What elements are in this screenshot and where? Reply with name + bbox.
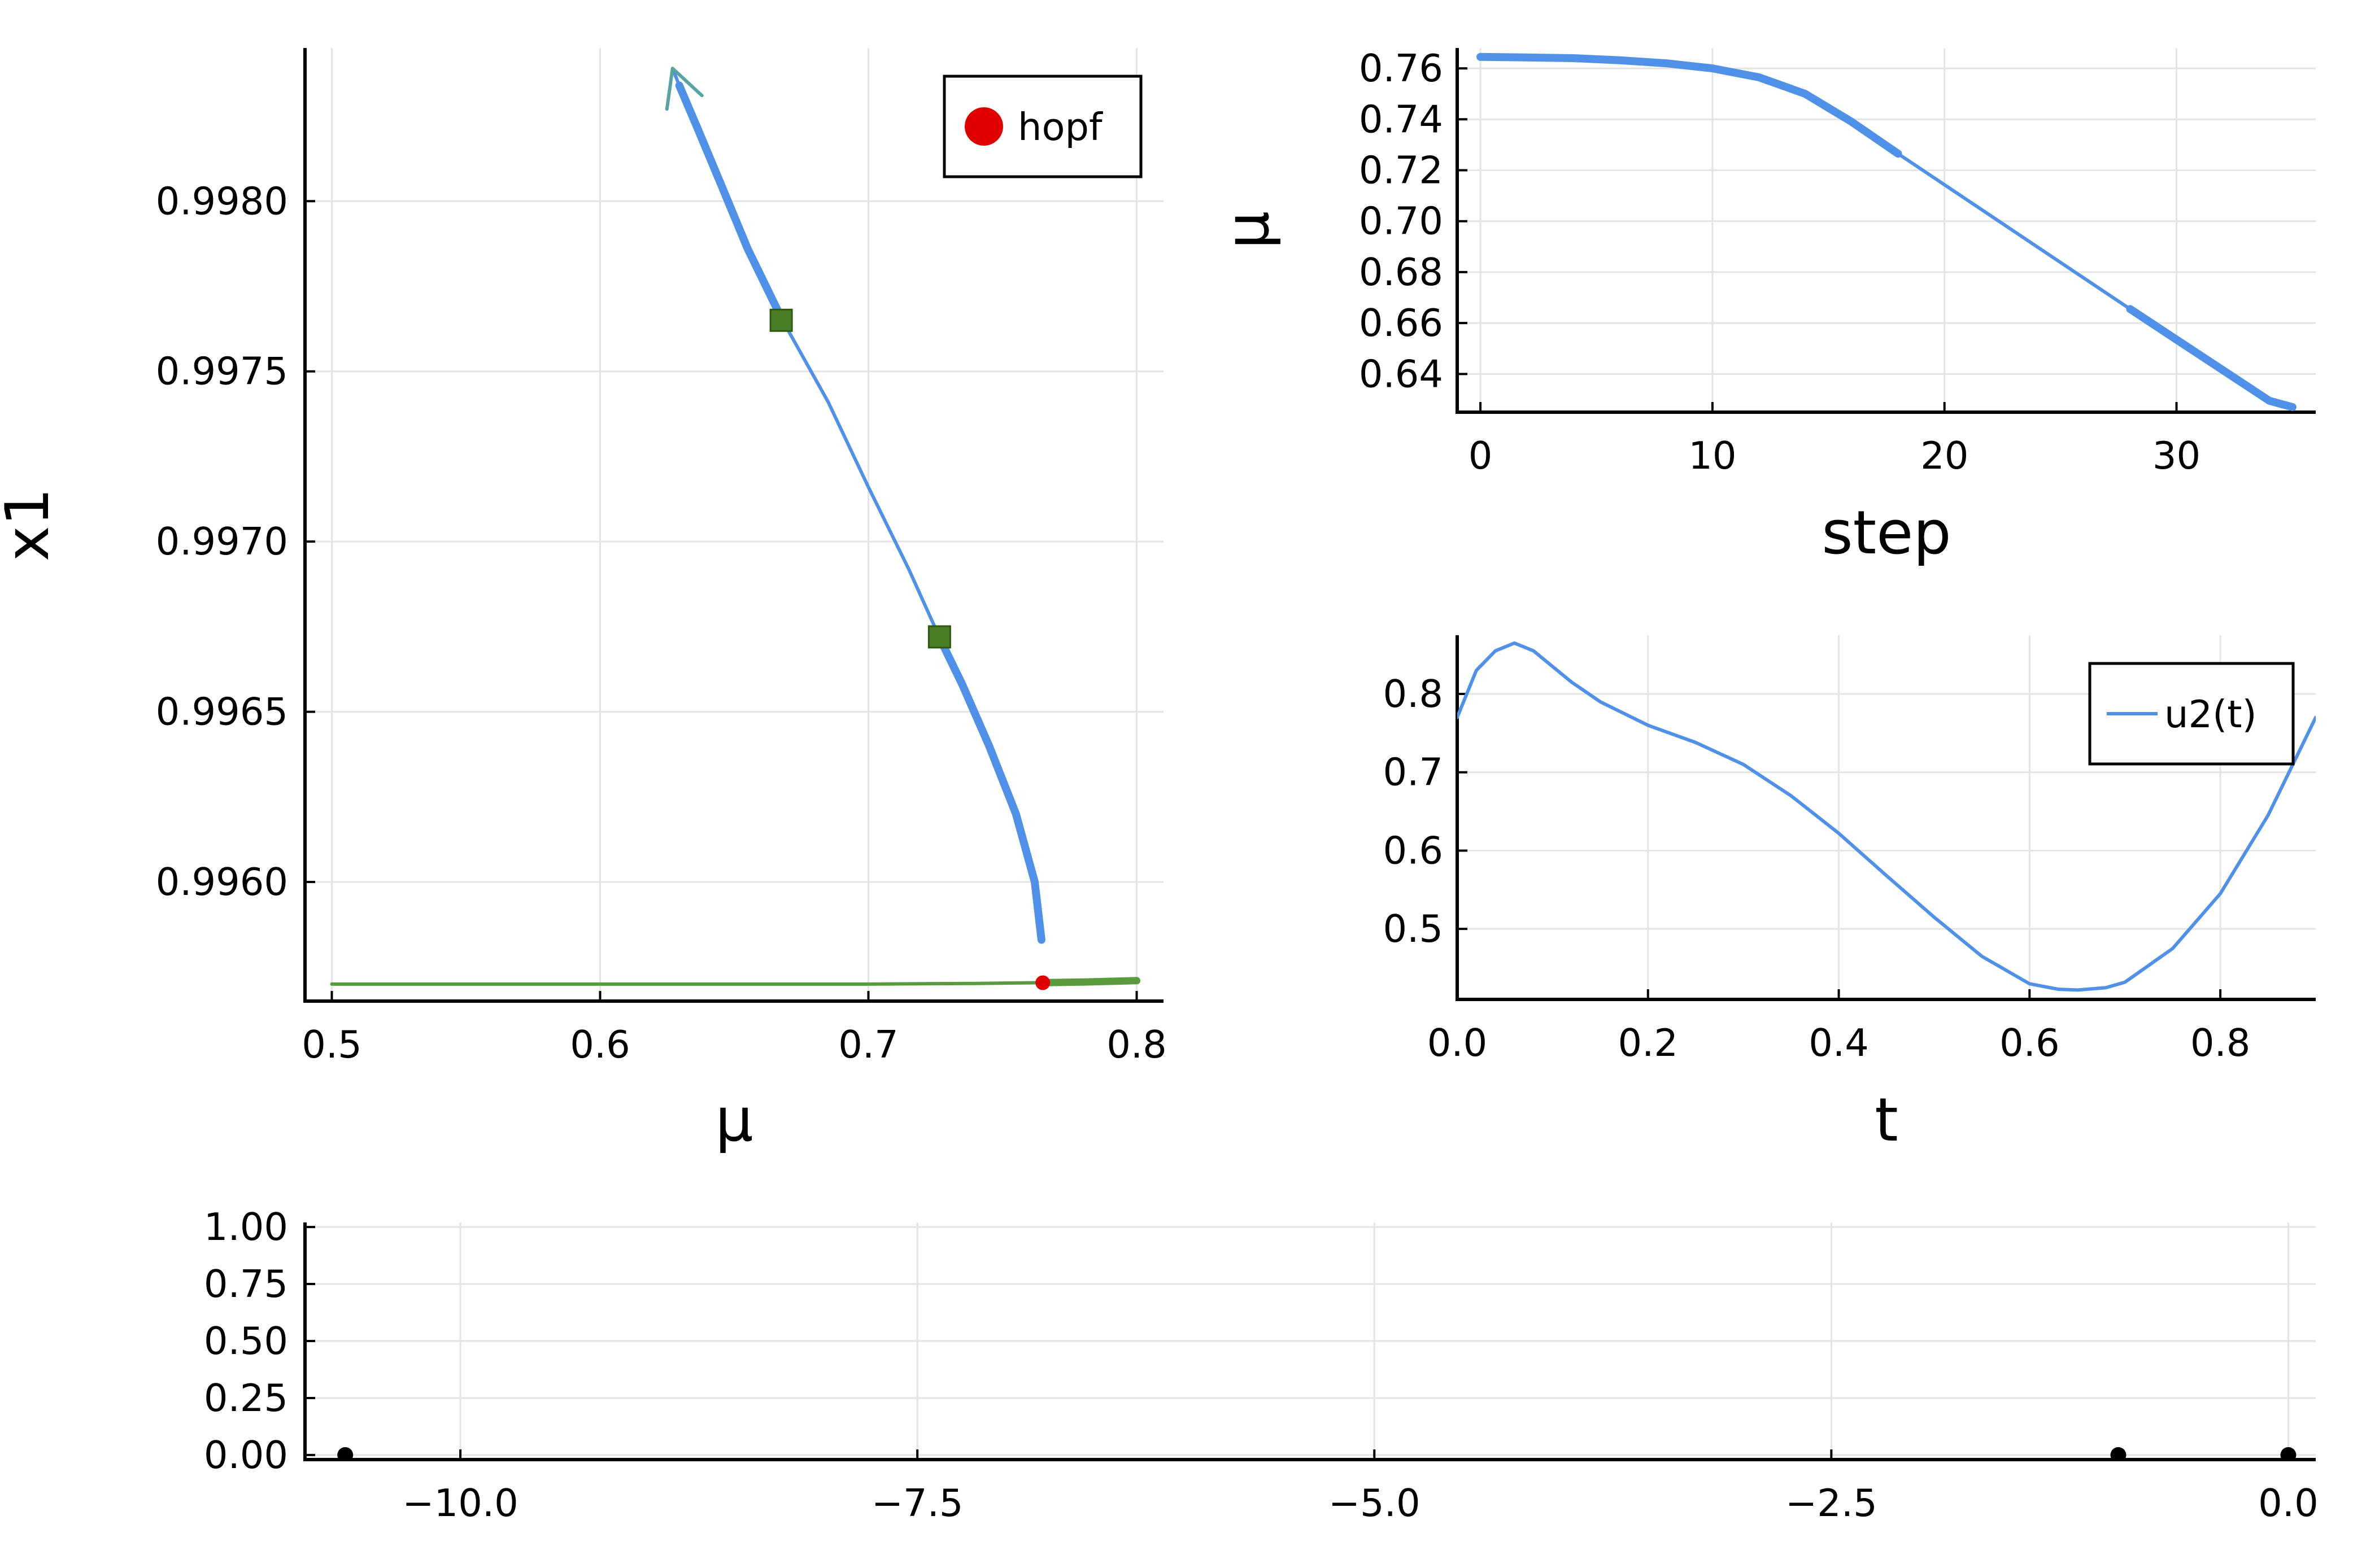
eigenvalue-panel: −10.0 −7.5 −5.0 −2.5 0.0 0.00 0.25 0.50 0.75 1.00 — [204, 1205, 2319, 1525]
x-tick-label: −10.0 — [402, 1481, 518, 1525]
series-line-stable — [1476, 53, 1902, 158]
x-axis-label: μ — [715, 1085, 753, 1155]
x-tick-label: −5.0 — [1328, 1481, 1420, 1525]
y-tick-label: 0.9965 — [156, 690, 288, 734]
x-tick-label: 0.4 — [1809, 1021, 1869, 1065]
y-tick-label: 0.76 — [1359, 46, 1443, 90]
y-tick-label: 1.00 — [204, 1205, 288, 1249]
x-tick-label: 0.2 — [1618, 1021, 1678, 1065]
legend-label: u2(t) — [2164, 692, 2257, 736]
y-tick-label: 0.74 — [1359, 97, 1443, 141]
y-tick-label: 0.66 — [1359, 301, 1443, 345]
legend-marker — [965, 107, 1003, 146]
x-tick-label: 0.6 — [570, 1023, 630, 1067]
y-tick-label: 0.64 — [1359, 352, 1443, 396]
y-axis-label: x1 — [0, 488, 62, 561]
x-tick-label: −2.5 — [1785, 1481, 1877, 1525]
legend: u2(t) — [2088, 662, 2295, 766]
y-tick-label: 0.68 — [1359, 250, 1443, 294]
x-axis-label: step — [1822, 498, 1951, 567]
x-tick-label: 0.7 — [838, 1023, 899, 1067]
plot-area — [1457, 641, 2316, 992]
series-line-thick — [1039, 977, 1140, 986]
scatter-point — [2110, 1447, 2127, 1460]
x-tick-label: 0.5 — [302, 1023, 362, 1067]
x-tick-label: 0.0 — [1427, 1021, 1488, 1065]
grid — [1457, 48, 2316, 412]
scatter-point — [2280, 1447, 2297, 1460]
plot-area — [330, 67, 1140, 986]
y-tick-label: 0.50 — [204, 1319, 288, 1363]
grid — [305, 48, 1164, 1001]
y-axis-label: μ — [1213, 211, 1282, 249]
x-tick-label: 0 — [1469, 434, 1493, 478]
bifurcation-panel: 0.5 0.6 0.7 0.8 0.9960 0.9965 0.9970 0.9975 0.99… — [0, 48, 1167, 1155]
y-tick-label: 0.8 — [1383, 672, 1443, 716]
grid — [305, 1222, 2316, 1460]
series-line — [1479, 55, 2294, 409]
scatter-point — [337, 1447, 354, 1460]
legend-label: hopf — [1018, 105, 1103, 149]
u2-vs-t-panel: 0.0 0.2 0.4 0.6 0.8 0.5 0.6 0.7 0.8 t u2(t) — [1383, 635, 2316, 1155]
y-tick-label: 0.6 — [1383, 828, 1443, 872]
bifurcation-square-marker — [769, 308, 793, 332]
branch-arrow — [665, 67, 704, 111]
x-axis-label: t — [1875, 1085, 1898, 1155]
y-tick-label: 0.70 — [1359, 199, 1443, 243]
x-tick-label: −7.5 — [872, 1481, 964, 1525]
series-line — [330, 979, 1139, 986]
x-tick-label: 0.0 — [2258, 1481, 2319, 1525]
plot-area — [337, 1447, 2297, 1460]
x-tick-label: 30 — [2152, 434, 2201, 478]
y-tick-label: 0.9970 — [156, 519, 288, 564]
legend: hopf — [943, 75, 1143, 178]
y-tick-label: 0.00 — [204, 1433, 288, 1477]
y-tick-label: 0.9960 — [156, 860, 288, 904]
series-line — [1457, 641, 2316, 992]
x-tick-label: 10 — [1688, 434, 1736, 478]
x-tick-label: 0.8 — [1106, 1023, 1167, 1067]
y-tick-label: 0.9980 — [156, 179, 288, 223]
bifurcation-square-marker — [927, 625, 951, 649]
x-tick-label: 0.8 — [2190, 1021, 2251, 1065]
y-tick-label: 0.7 — [1383, 750, 1443, 794]
y-tick-label: 0.5 — [1383, 907, 1443, 951]
series-line-stable — [936, 636, 1045, 944]
plot-area — [1476, 53, 2297, 411]
y-tick-label: 0.9975 — [156, 350, 288, 394]
y-tick-label: 0.25 — [204, 1376, 288, 1420]
series-line-stable — [2126, 305, 2297, 411]
y-tick-label: 0.75 — [204, 1262, 288, 1306]
hopf-point — [1035, 975, 1051, 990]
y-tick-label: 0.72 — [1359, 148, 1443, 193]
mu-vs-step-panel: 0 10 20 30 0.64 0.66 0.68 0.70 0.72 0.74 0.76 step μ — [1213, 46, 2316, 567]
x-tick-label: 20 — [1920, 434, 1968, 478]
x-tick-label: 0.6 — [1999, 1021, 2060, 1065]
series-line-stable — [675, 81, 787, 325]
